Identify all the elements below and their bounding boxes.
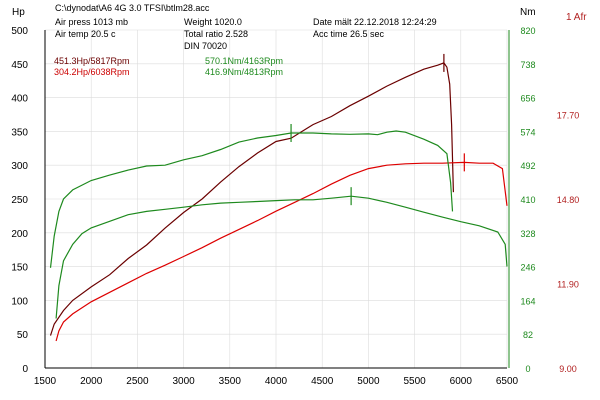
left-tick-label: 350	[11, 127, 28, 138]
x-tick-label: 2000	[80, 376, 103, 387]
peak-hp-1: 451.3Hp/5817Rpm	[54, 56, 130, 66]
series-line-torque_2	[55, 195, 508, 319]
series-lines	[49, 62, 508, 342]
afr-tick-labels: 9.00 11.90 14.80 17.70	[557, 111, 580, 375]
left-tick-label: 300	[11, 161, 28, 172]
x-tick-label: 2500	[126, 376, 149, 387]
din-standard: DIN 70020	[184, 41, 228, 51]
left-tick-label: 500	[11, 26, 28, 37]
right-tick-label: 738	[520, 60, 535, 70]
afr-tick-label: 14.80	[557, 195, 580, 205]
left-axis-title: Hp	[12, 7, 25, 18]
x-tick-label: 4500	[311, 376, 334, 387]
right-tick-label: 246	[520, 263, 535, 273]
afr-tick-label: 11.90	[557, 280, 579, 290]
left-tick-label: 0	[22, 364, 28, 375]
afr-tick-label: 17.70	[557, 111, 580, 121]
series-line-power_2	[55, 161, 508, 342]
right-tick-label: 410	[520, 195, 535, 205]
afr-axis-title: 1 Afr	[566, 12, 587, 23]
right-tick-label: 164	[520, 296, 535, 306]
acc-time: Acc time 26.5 sec	[313, 29, 385, 39]
x-tick-label: 6000	[450, 376, 473, 387]
peak-nm-2: 416.9Nm/4813Rpm	[205, 67, 284, 77]
peak-nm-1: 570.1Nm/4163Rpm	[205, 56, 284, 66]
right-tick-labels: 0 82 164 246 328 410 492 574 656 738 820	[520, 26, 535, 374]
total-ratio: Total ratio 2.528	[184, 29, 249, 39]
left-tick-label: 400	[11, 94, 28, 105]
series-line-torque_1	[49, 130, 454, 268]
file-path: C:\dynodat\A6 4G 3.0 TFSI\btlm28.acc	[55, 3, 210, 13]
right-tick-label: 574	[520, 127, 535, 137]
right-axis-title: Nm	[520, 7, 536, 18]
peak-markers	[290, 53, 465, 206]
x-tick-label: 3000	[172, 376, 195, 387]
x-tick-label: 1500	[34, 376, 57, 387]
left-tick-label: 150	[11, 263, 28, 274]
axes	[44, 30, 510, 369]
right-tick-label: 328	[520, 229, 535, 239]
x-tick-label: 6500	[496, 376, 519, 387]
right-tick-label: 820	[520, 26, 535, 36]
grid	[44, 29, 508, 369]
left-tick-label: 50	[17, 330, 29, 341]
left-tick-label: 100	[11, 296, 28, 307]
left-tick-label: 450	[11, 60, 28, 71]
x-tick-label: 3500	[219, 376, 242, 387]
peak-hp-2: 304.2Hp/6038Rpm	[54, 67, 130, 77]
afr-tick-label: 9.00	[559, 364, 577, 374]
air-press: Air press 1013 mb	[55, 17, 129, 27]
date-measured: Date mält 22.12.2018 12:24:29	[313, 17, 437, 27]
left-tick-label: 250	[11, 195, 28, 206]
right-tick-label: 82	[523, 330, 533, 340]
right-tick-label: 492	[520, 161, 535, 171]
left-tick-labels: 0 50 100 150 200 250 300 350 400 450 500	[11, 26, 28, 375]
x-tick-labels: 1500 2000 2500 3000 3500 4000 4500 5000 5500 6000…	[34, 376, 519, 387]
left-tick-label: 200	[11, 229, 28, 240]
x-tick-label: 5000	[357, 376, 380, 387]
series-line-power_1	[49, 62, 454, 336]
weight: Weight 1020.0	[184, 17, 242, 27]
x-tick-label: 5500	[403, 376, 426, 387]
right-tick-label: 656	[520, 94, 535, 104]
air-temp: Air temp 20.5 c	[55, 29, 116, 39]
x-tick-label: 4000	[265, 376, 288, 387]
right-tick-label: 0	[525, 364, 530, 374]
